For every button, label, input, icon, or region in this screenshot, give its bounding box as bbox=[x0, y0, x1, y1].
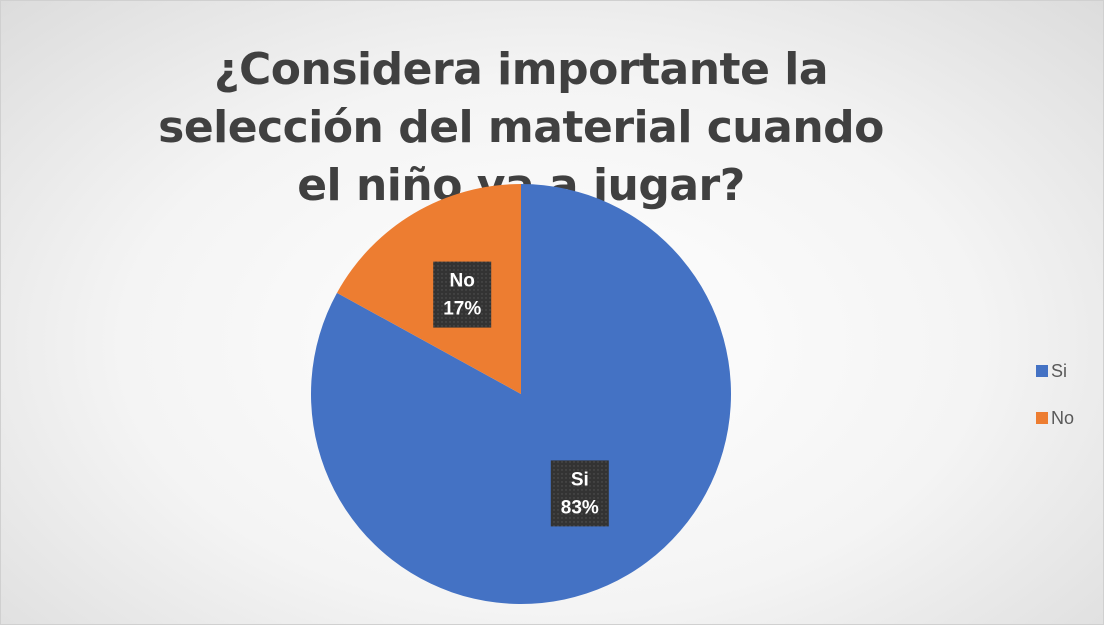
legend-swatch bbox=[1036, 365, 1048, 377]
data-label-value: 83% bbox=[561, 497, 599, 518]
pie-slice bbox=[336, 184, 521, 394]
data-label-value: 17% bbox=[443, 299, 481, 320]
legend-label: Si bbox=[1051, 361, 1067, 381]
legend-swatch bbox=[1036, 412, 1048, 424]
data-label-box bbox=[433, 261, 492, 328]
chart-title: ¿Considera importante la selección del m… bbox=[158, 44, 884, 211]
data-label-box bbox=[550, 460, 609, 527]
data-label-category: Si bbox=[571, 469, 589, 490]
data-label-category: No bbox=[450, 271, 475, 292]
legend-label: No bbox=[1051, 408, 1074, 428]
